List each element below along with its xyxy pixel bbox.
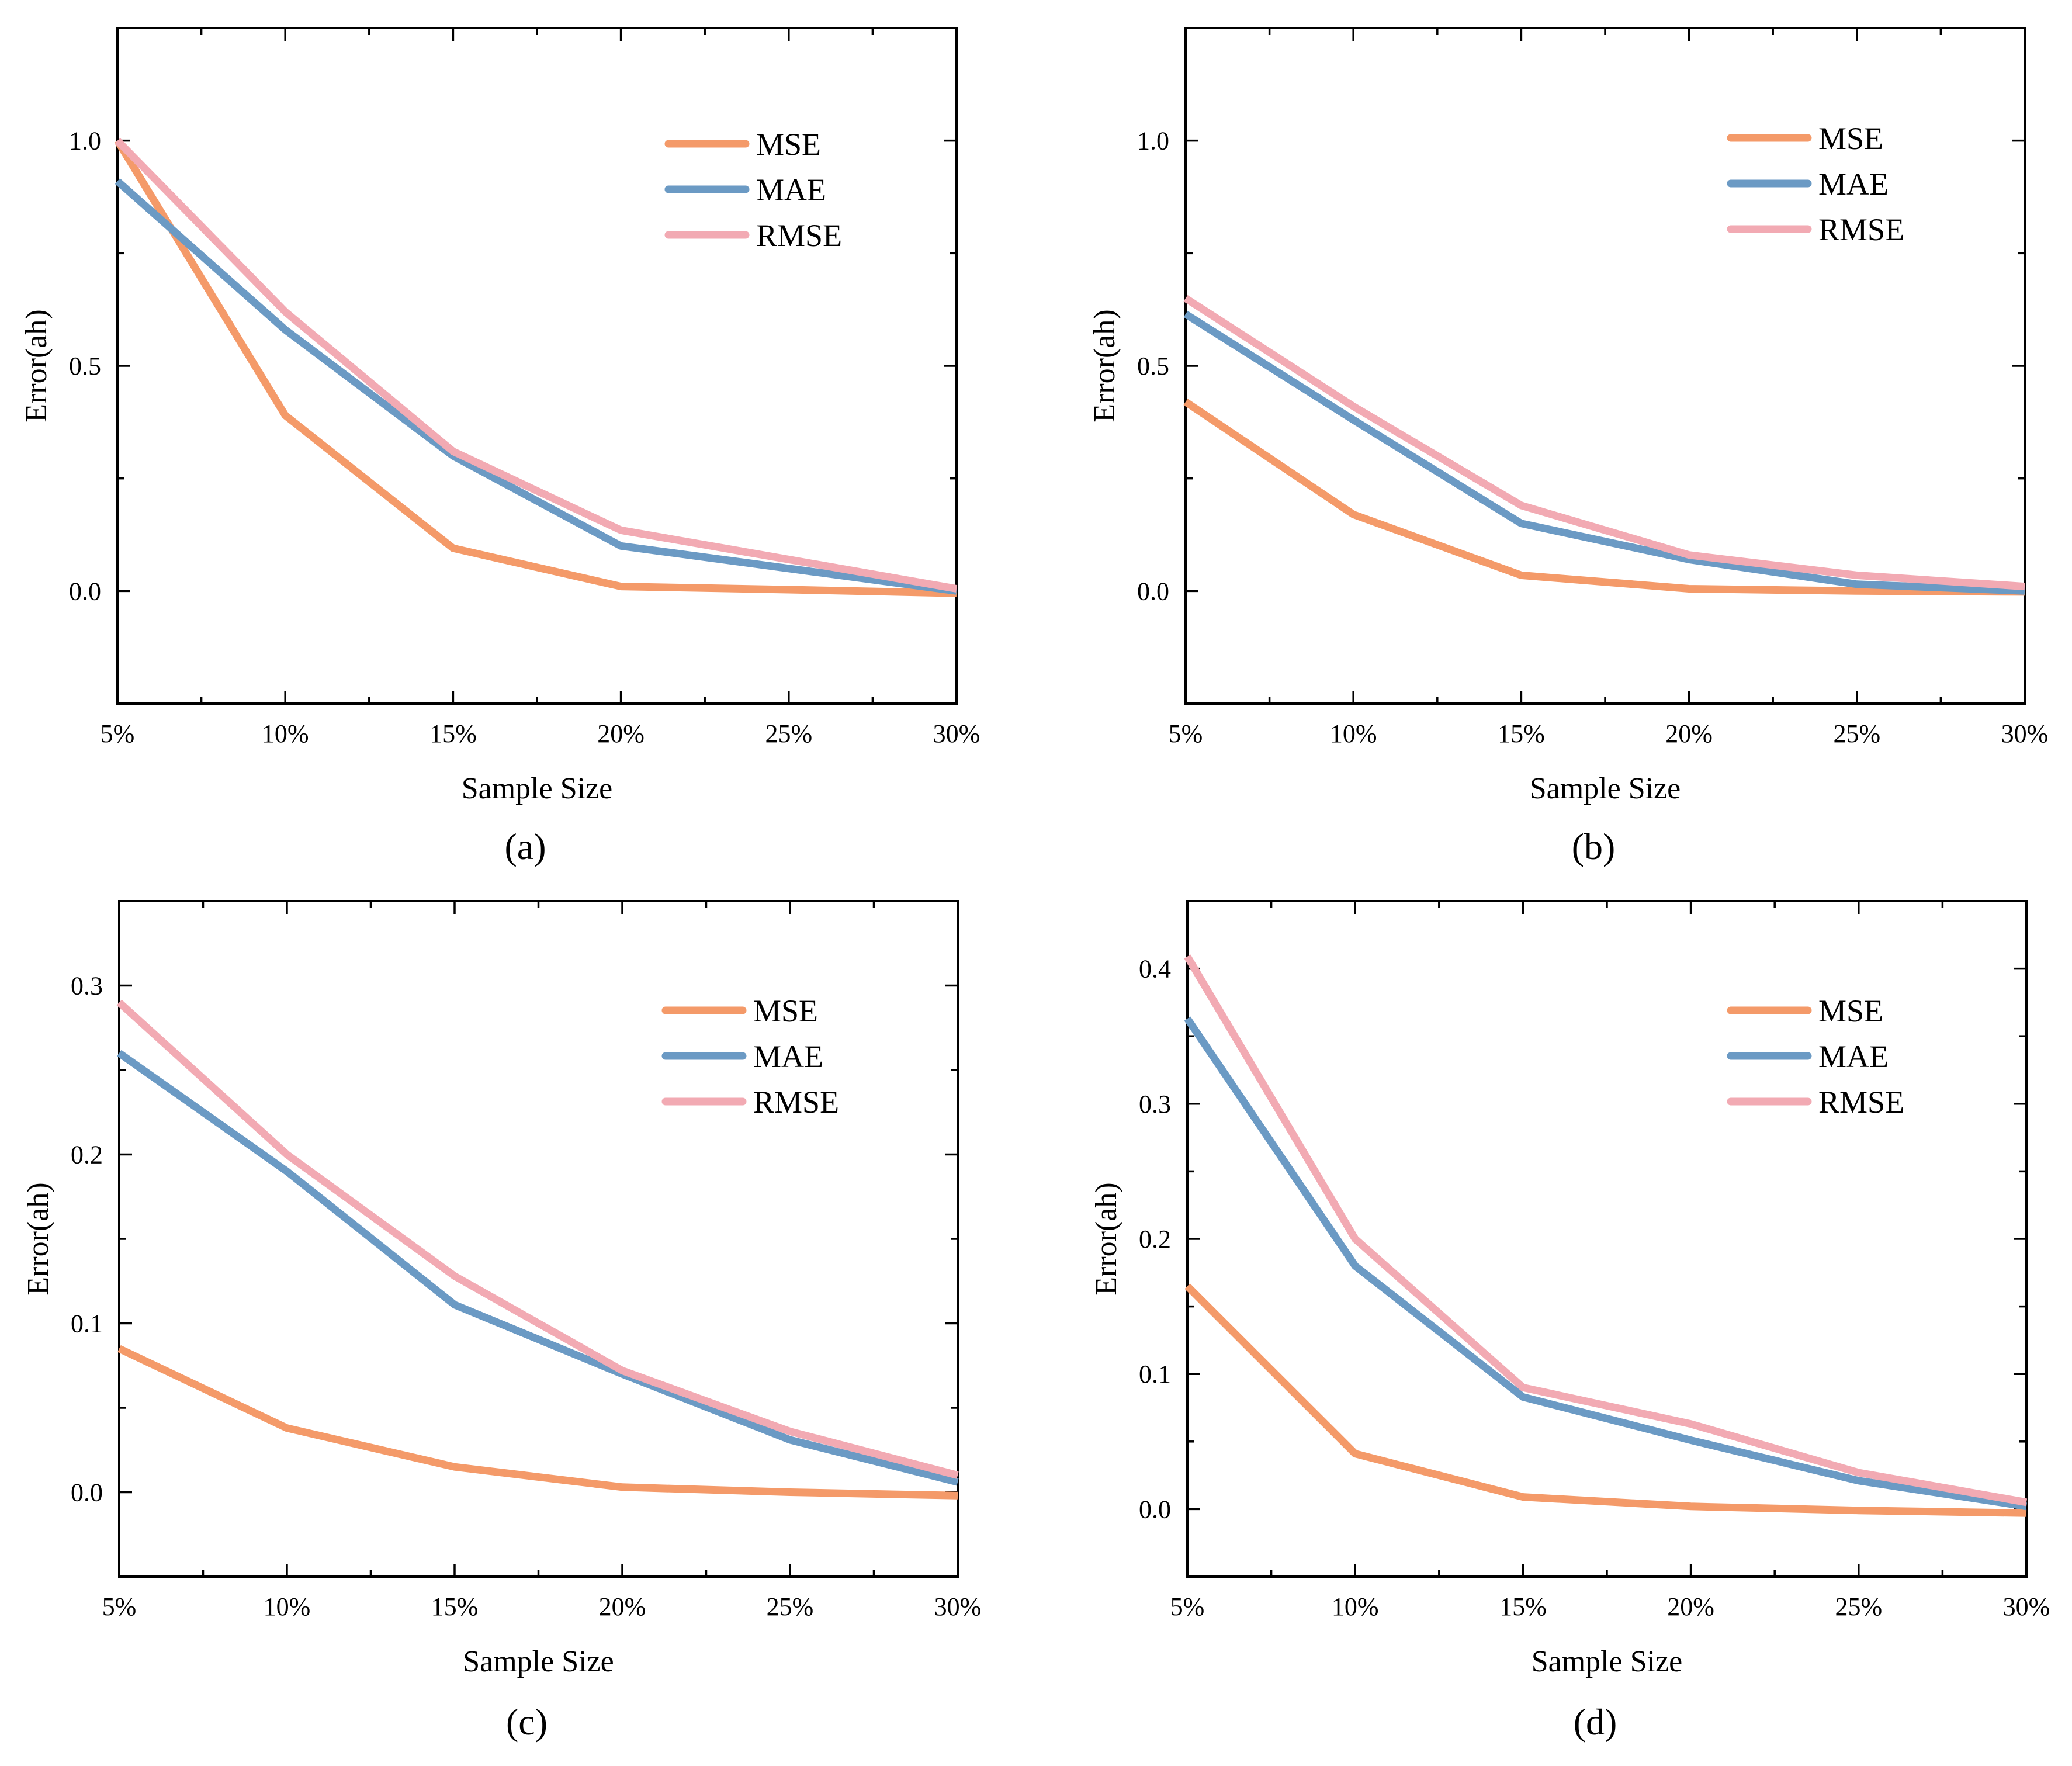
y-tick-label: 0.0 (69, 577, 101, 605)
x-tick-label: 10% (264, 1592, 311, 1621)
series-line-rmse (116, 999, 959, 1479)
y-axis-title: Error(ah) (20, 309, 53, 422)
x-tick-label: 5% (102, 1592, 137, 1621)
series-line-rmse (1183, 295, 2025, 591)
y-tick-label: 0.3 (71, 972, 103, 1000)
x-axis-title: Sample Size (1530, 772, 1681, 805)
legend-label-mse: MSE (756, 127, 821, 162)
legend-label-mse: MSE (1818, 993, 1883, 1029)
panel-label: (d) (1574, 1701, 1617, 1743)
y-tick-label: 0.3 (1139, 1090, 1171, 1119)
chart-panel-d: 5% 10% 15% 20% 25% 30% 0.0 0.1 0.2 0.3 0.4 Sample S… (1090, 900, 2050, 1743)
legend-label-rmse: RMSE (753, 1085, 839, 1120)
series-line-mae (1184, 1016, 2027, 1511)
series-line-rmse (115, 138, 958, 593)
x-tick-label: 25% (765, 719, 812, 748)
x-axis-title: Sample Size (1532, 1645, 1683, 1678)
y-tick-label: 0.1 (1139, 1360, 1171, 1388)
x-tick-label: 25% (767, 1592, 814, 1621)
y-axis-title: Error(ah) (1088, 309, 1121, 422)
series-line-mse (114, 138, 957, 597)
legend-label-rmse: RMSE (756, 218, 842, 253)
x-tick-label: 10% (1330, 719, 1377, 748)
x-tick-label: 30% (2003, 1592, 2050, 1621)
y-tick-label: 1.0 (69, 127, 101, 155)
panel-label: (c) (506, 1701, 548, 1743)
legend-label-mae: MAE (753, 1039, 823, 1074)
chart-panel-c: 5% 10% 15% 20% 25% 30% 0.0 0.1 0.2 0.3 Sample Size… (22, 900, 982, 1743)
legend-label-mae: MAE (756, 172, 826, 207)
x-tick-label: 15% (431, 1592, 479, 1621)
legend: MSE MAE RMSE (661, 993, 839, 1120)
legend-label-mse: MSE (753, 993, 818, 1029)
plot-frame (116, 27, 958, 705)
y-tick-label: 0.5 (1137, 352, 1169, 380)
panel-label: (a) (504, 826, 546, 867)
legend: MSE MAE RMSE (1727, 121, 1904, 247)
legend-label-mae: MAE (1818, 1039, 1889, 1074)
plot-frame (1186, 900, 2028, 1578)
y-tick-label: 0.5 (69, 352, 101, 380)
x-tick-label: 20% (599, 1592, 646, 1621)
series-line-mse (1183, 399, 2025, 596)
plot-frame (1184, 27, 2026, 705)
series-line-mse (1184, 1283, 2027, 1517)
x-tick-label: 15% (429, 719, 477, 748)
legend-label-mae: MAE (1818, 167, 1889, 202)
x-tick-label: 30% (934, 1592, 982, 1621)
legend: MSE MAE RMSE (1727, 993, 1904, 1120)
y-tick-label: 0.0 (1137, 577, 1169, 605)
y-tick-label: 0.4 (1139, 955, 1171, 984)
panel-label: (b) (1572, 826, 1616, 867)
x-axis-title: Sample Size (462, 772, 613, 805)
y-tick-label: 0.1 (71, 1310, 103, 1338)
series-line-mae (117, 1050, 959, 1486)
series-line-mae (1183, 310, 2025, 595)
x-tick-label: 10% (1332, 1592, 1379, 1621)
x-tick-label: 25% (1835, 1592, 1882, 1621)
x-tick-label: 15% (1499, 1592, 1547, 1621)
x-tick-label: 5% (101, 719, 135, 748)
x-tick-label: 25% (1833, 719, 1880, 748)
y-tick-label: 1.0 (1137, 127, 1169, 155)
x-tick-label: 5% (1169, 719, 1203, 748)
x-tick-label: 20% (1667, 1592, 1714, 1621)
y-tick-label: 0.0 (71, 1478, 103, 1507)
series-line-mse (117, 1345, 958, 1500)
series-line-mae (115, 178, 957, 595)
x-tick-label: 20% (597, 719, 645, 748)
x-tick-label: 20% (1665, 719, 1713, 748)
chart-panel-b: 5% 10% 15% 20% 25% 30% 0.0 0.5 1.0 Sample Size Err… (1088, 27, 2049, 867)
legend: MSE MAE RMSE (664, 127, 842, 253)
legend-label-mse: MSE (1818, 121, 1883, 156)
legend-label-rmse: RMSE (1818, 1085, 1904, 1120)
series-line-rmse (1184, 954, 2028, 1507)
x-tick-label: 30% (933, 719, 980, 748)
x-tick-label: 5% (1170, 1592, 1205, 1621)
x-tick-label: 15% (1498, 719, 1545, 748)
chart-panel-a: 5% 10% 15% 20% 25% 30% 0.0 0.5 1.0 Sample Size Err… (20, 27, 980, 867)
x-axis-title: Sample Size (463, 1645, 614, 1678)
legend-label-rmse: RMSE (1818, 212, 1904, 247)
x-tick-label: 30% (2001, 719, 2049, 748)
y-tick-label: 0.2 (1139, 1225, 1171, 1253)
y-axis-title: Error(ah) (1090, 1182, 1123, 1295)
y-axis-title: Error(ah) (22, 1182, 55, 1295)
y-tick-label: 0.2 (71, 1141, 103, 1169)
y-tick-label: 0.0 (1139, 1495, 1171, 1523)
x-tick-label: 10% (262, 719, 309, 748)
